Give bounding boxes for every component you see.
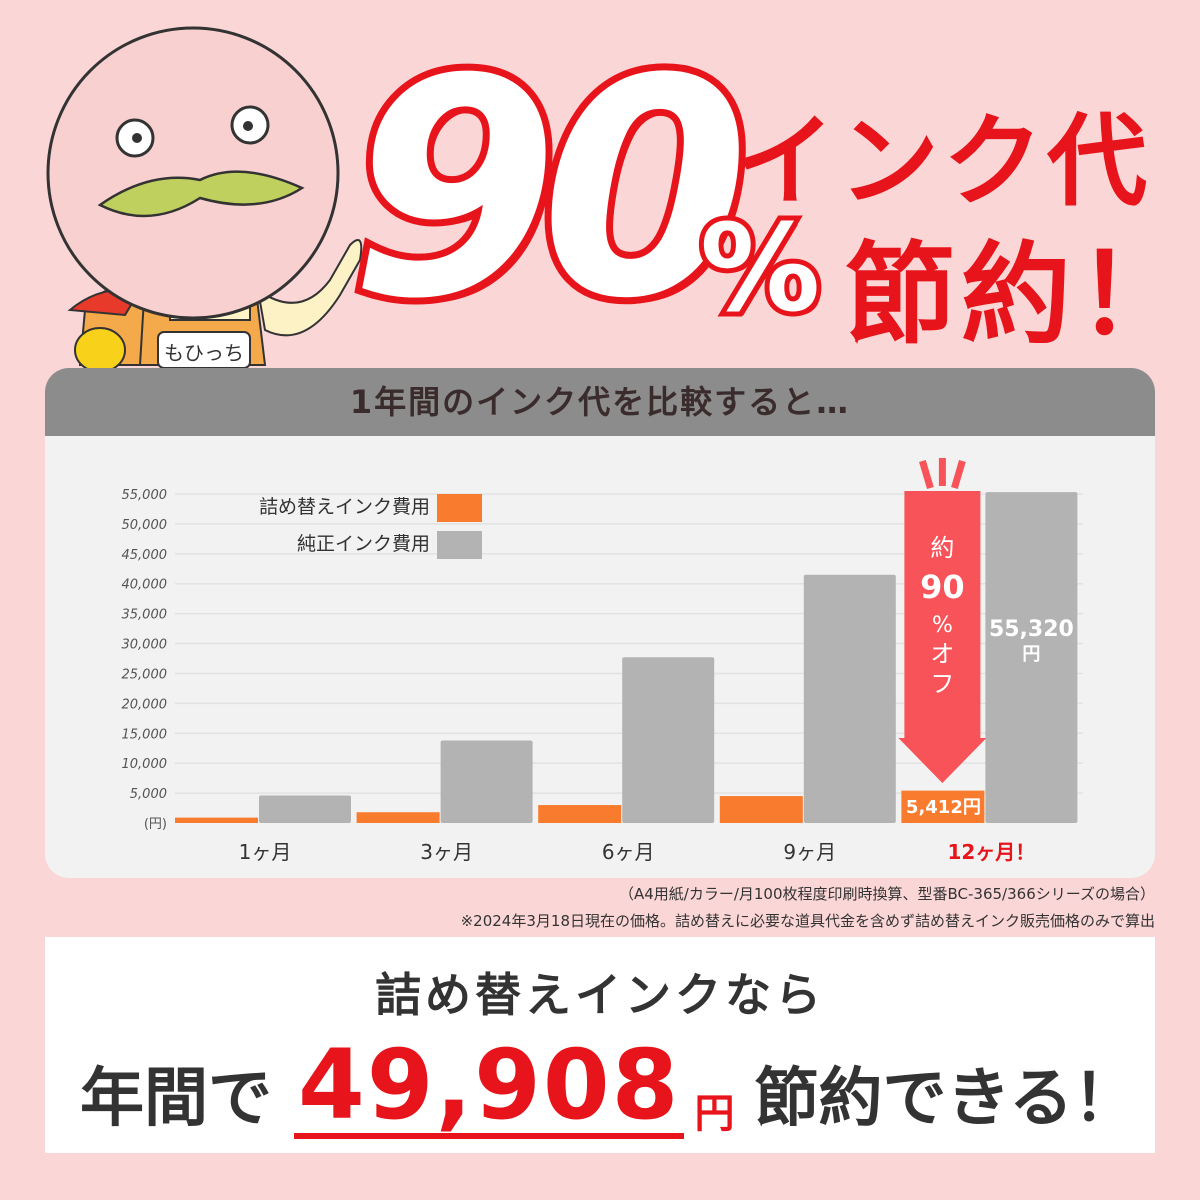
- down-arrow: [898, 491, 987, 783]
- y-tick-label: 55,000: [122, 488, 168, 503]
- note-conditions: （A4用紙/カラー/月100枚程度印刷時換算、型番BC-365/366シリーズの…: [618, 885, 1155, 903]
- x-tick-label: 6ヶ月: [602, 840, 655, 864]
- savings-box: 詰め替えインクなら 年間で 49,908 円 節約できる！: [45, 937, 1155, 1153]
- bar-genuine: [622, 657, 715, 823]
- bar-genuine: [985, 492, 1078, 823]
- y-axis-unit: (円): [144, 817, 167, 832]
- bar-refill: [719, 796, 803, 823]
- y-tick-label: 45,000: [122, 548, 168, 563]
- bar-refill: [175, 817, 258, 823]
- chart-header: 1年間のインク代を比較すると…: [45, 368, 1155, 436]
- arrow-text: %: [932, 613, 953, 638]
- bar-genuine: [803, 574, 896, 823]
- note-disclaimer: ※2024年3月18日現在の価格。詰め替えに必要な道具代金を含めず詰め替えインク…: [460, 912, 1155, 930]
- x-tick-label: 3ヶ月: [420, 840, 473, 864]
- bar-refill: [901, 790, 985, 823]
- savings-amount: 49,908: [294, 1037, 685, 1139]
- arrow-text: 約: [930, 534, 954, 562]
- genuine-12-value: 55,320: [989, 617, 1074, 642]
- savings-prefix: 年間で: [80, 1062, 272, 1136]
- legend-label: 純正インク費用: [297, 533, 430, 555]
- y-tick-label: 5,000: [130, 787, 167, 802]
- legend-label: 詰め替えインク費用: [259, 496, 430, 518]
- savings-unit: 円: [694, 1091, 735, 1137]
- savings-intro: 詰め替えインクなら: [375, 968, 825, 1022]
- y-tick-label: 35,000: [122, 608, 168, 623]
- arrow-text: フ: [930, 670, 954, 698]
- emphasis-burst: [919, 460, 934, 489]
- savings-line: 年間で 49,908 円 節約できる！: [80, 1037, 1137, 1139]
- headline-90: 90: [343, 15, 757, 364]
- bar-refill: [356, 812, 440, 823]
- mascot-illustration: もひっち: [46, 26, 363, 370]
- bar-chart: 5,000 10,000 15,000 20,000 25,000 30,000 35,00…: [122, 458, 1083, 864]
- legend-swatch: [437, 494, 482, 522]
- arrow-text: オ: [930, 640, 954, 668]
- bar-genuine: [440, 740, 533, 823]
- emphasis-burst: [951, 460, 966, 489]
- x-tick-label: 9ヶ月: [783, 840, 836, 864]
- y-tick-label: 50,000: [122, 518, 168, 533]
- y-tick-label: 15,000: [122, 727, 168, 742]
- bar-refill: [538, 805, 622, 823]
- y-tick-label: 25,000: [122, 667, 168, 682]
- savings-suffix: 節約できる！: [754, 1062, 1138, 1136]
- y-tick-label: 20,000: [122, 697, 168, 712]
- mascot-name-tag: もひっち: [164, 341, 244, 365]
- arrow-text: 90: [920, 568, 965, 606]
- headline-savings: 節約！: [845, 231, 1193, 359]
- refill-12-label: 5,412円: [906, 797, 981, 818]
- headline-ink-cost: インク代: [735, 103, 1151, 220]
- y-tick-label: 40,000: [122, 578, 168, 593]
- y-tick-label: 10,000: [122, 757, 168, 772]
- x-tick-label: 12ヶ月！: [947, 840, 1035, 864]
- bar-genuine: [259, 795, 351, 823]
- legend-swatch: [437, 531, 482, 559]
- headline-percent: %: [695, 195, 825, 344]
- y-tick-label: 30,000: [122, 638, 168, 653]
- chart-panel: 5,000 10,000 15,000 20,000 25,000 30,000 35,00…: [45, 436, 1155, 878]
- x-tick-label: 1ヶ月: [239, 840, 292, 864]
- genuine-12-unit: 円: [1022, 644, 1040, 665]
